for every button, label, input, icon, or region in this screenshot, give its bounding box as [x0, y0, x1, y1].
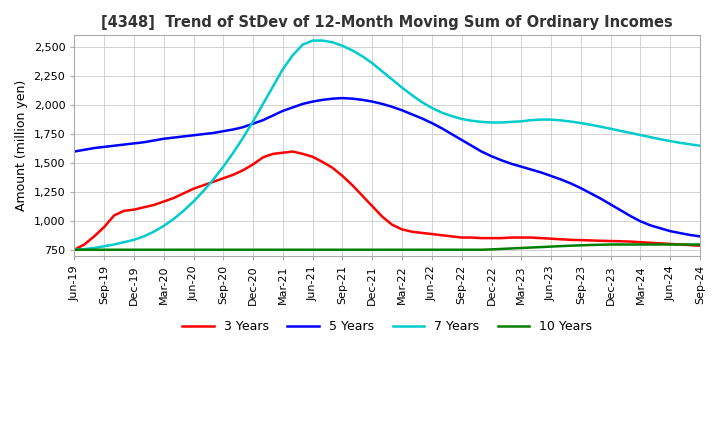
3 Years — [696, 243, 704, 248]
Line: 5 Years: 5 Years — [74, 98, 700, 236]
10 Years — [467, 247, 476, 253]
5 Years — [696, 234, 704, 239]
7 Years — [388, 77, 397, 82]
5 Years — [477, 149, 486, 154]
Legend: 3 Years, 5 Years, 7 Years, 10 Years: 3 Years, 5 Years, 7 Years, 10 Years — [177, 315, 597, 338]
7 Years — [338, 43, 347, 48]
Y-axis label: Amount (million yen): Amount (million yen) — [15, 80, 28, 211]
3 Years — [487, 235, 496, 241]
7 Years — [696, 143, 704, 148]
10 Years — [606, 242, 615, 247]
7 Years — [428, 105, 436, 110]
10 Years — [418, 247, 426, 253]
7 Years — [308, 38, 317, 43]
7 Years — [477, 119, 486, 125]
5 Years — [150, 138, 158, 143]
10 Years — [150, 247, 158, 253]
Line: 7 Years: 7 Years — [74, 40, 700, 250]
3 Years — [428, 231, 436, 237]
10 Years — [70, 247, 78, 253]
Title: [4348]  Trend of StDev of 12-Month Moving Sum of Ordinary Incomes: [4348] Trend of StDev of 12-Month Moving… — [102, 15, 673, 30]
10 Years — [696, 242, 704, 247]
10 Years — [378, 247, 387, 253]
10 Years — [477, 247, 486, 253]
7 Years — [70, 247, 78, 253]
3 Years — [338, 173, 347, 179]
7 Years — [487, 120, 496, 125]
5 Years — [428, 121, 436, 126]
Line: 10 Years: 10 Years — [74, 245, 700, 250]
5 Years — [338, 95, 347, 101]
3 Years — [70, 247, 78, 253]
3 Years — [150, 202, 158, 208]
Line: 3 Years: 3 Years — [74, 151, 700, 250]
10 Years — [328, 247, 337, 253]
5 Years — [487, 154, 496, 159]
7 Years — [150, 229, 158, 235]
3 Years — [388, 222, 397, 227]
5 Years — [328, 96, 337, 101]
5 Years — [388, 104, 397, 110]
5 Years — [70, 149, 78, 154]
3 Years — [289, 149, 297, 154]
3 Years — [477, 235, 486, 241]
